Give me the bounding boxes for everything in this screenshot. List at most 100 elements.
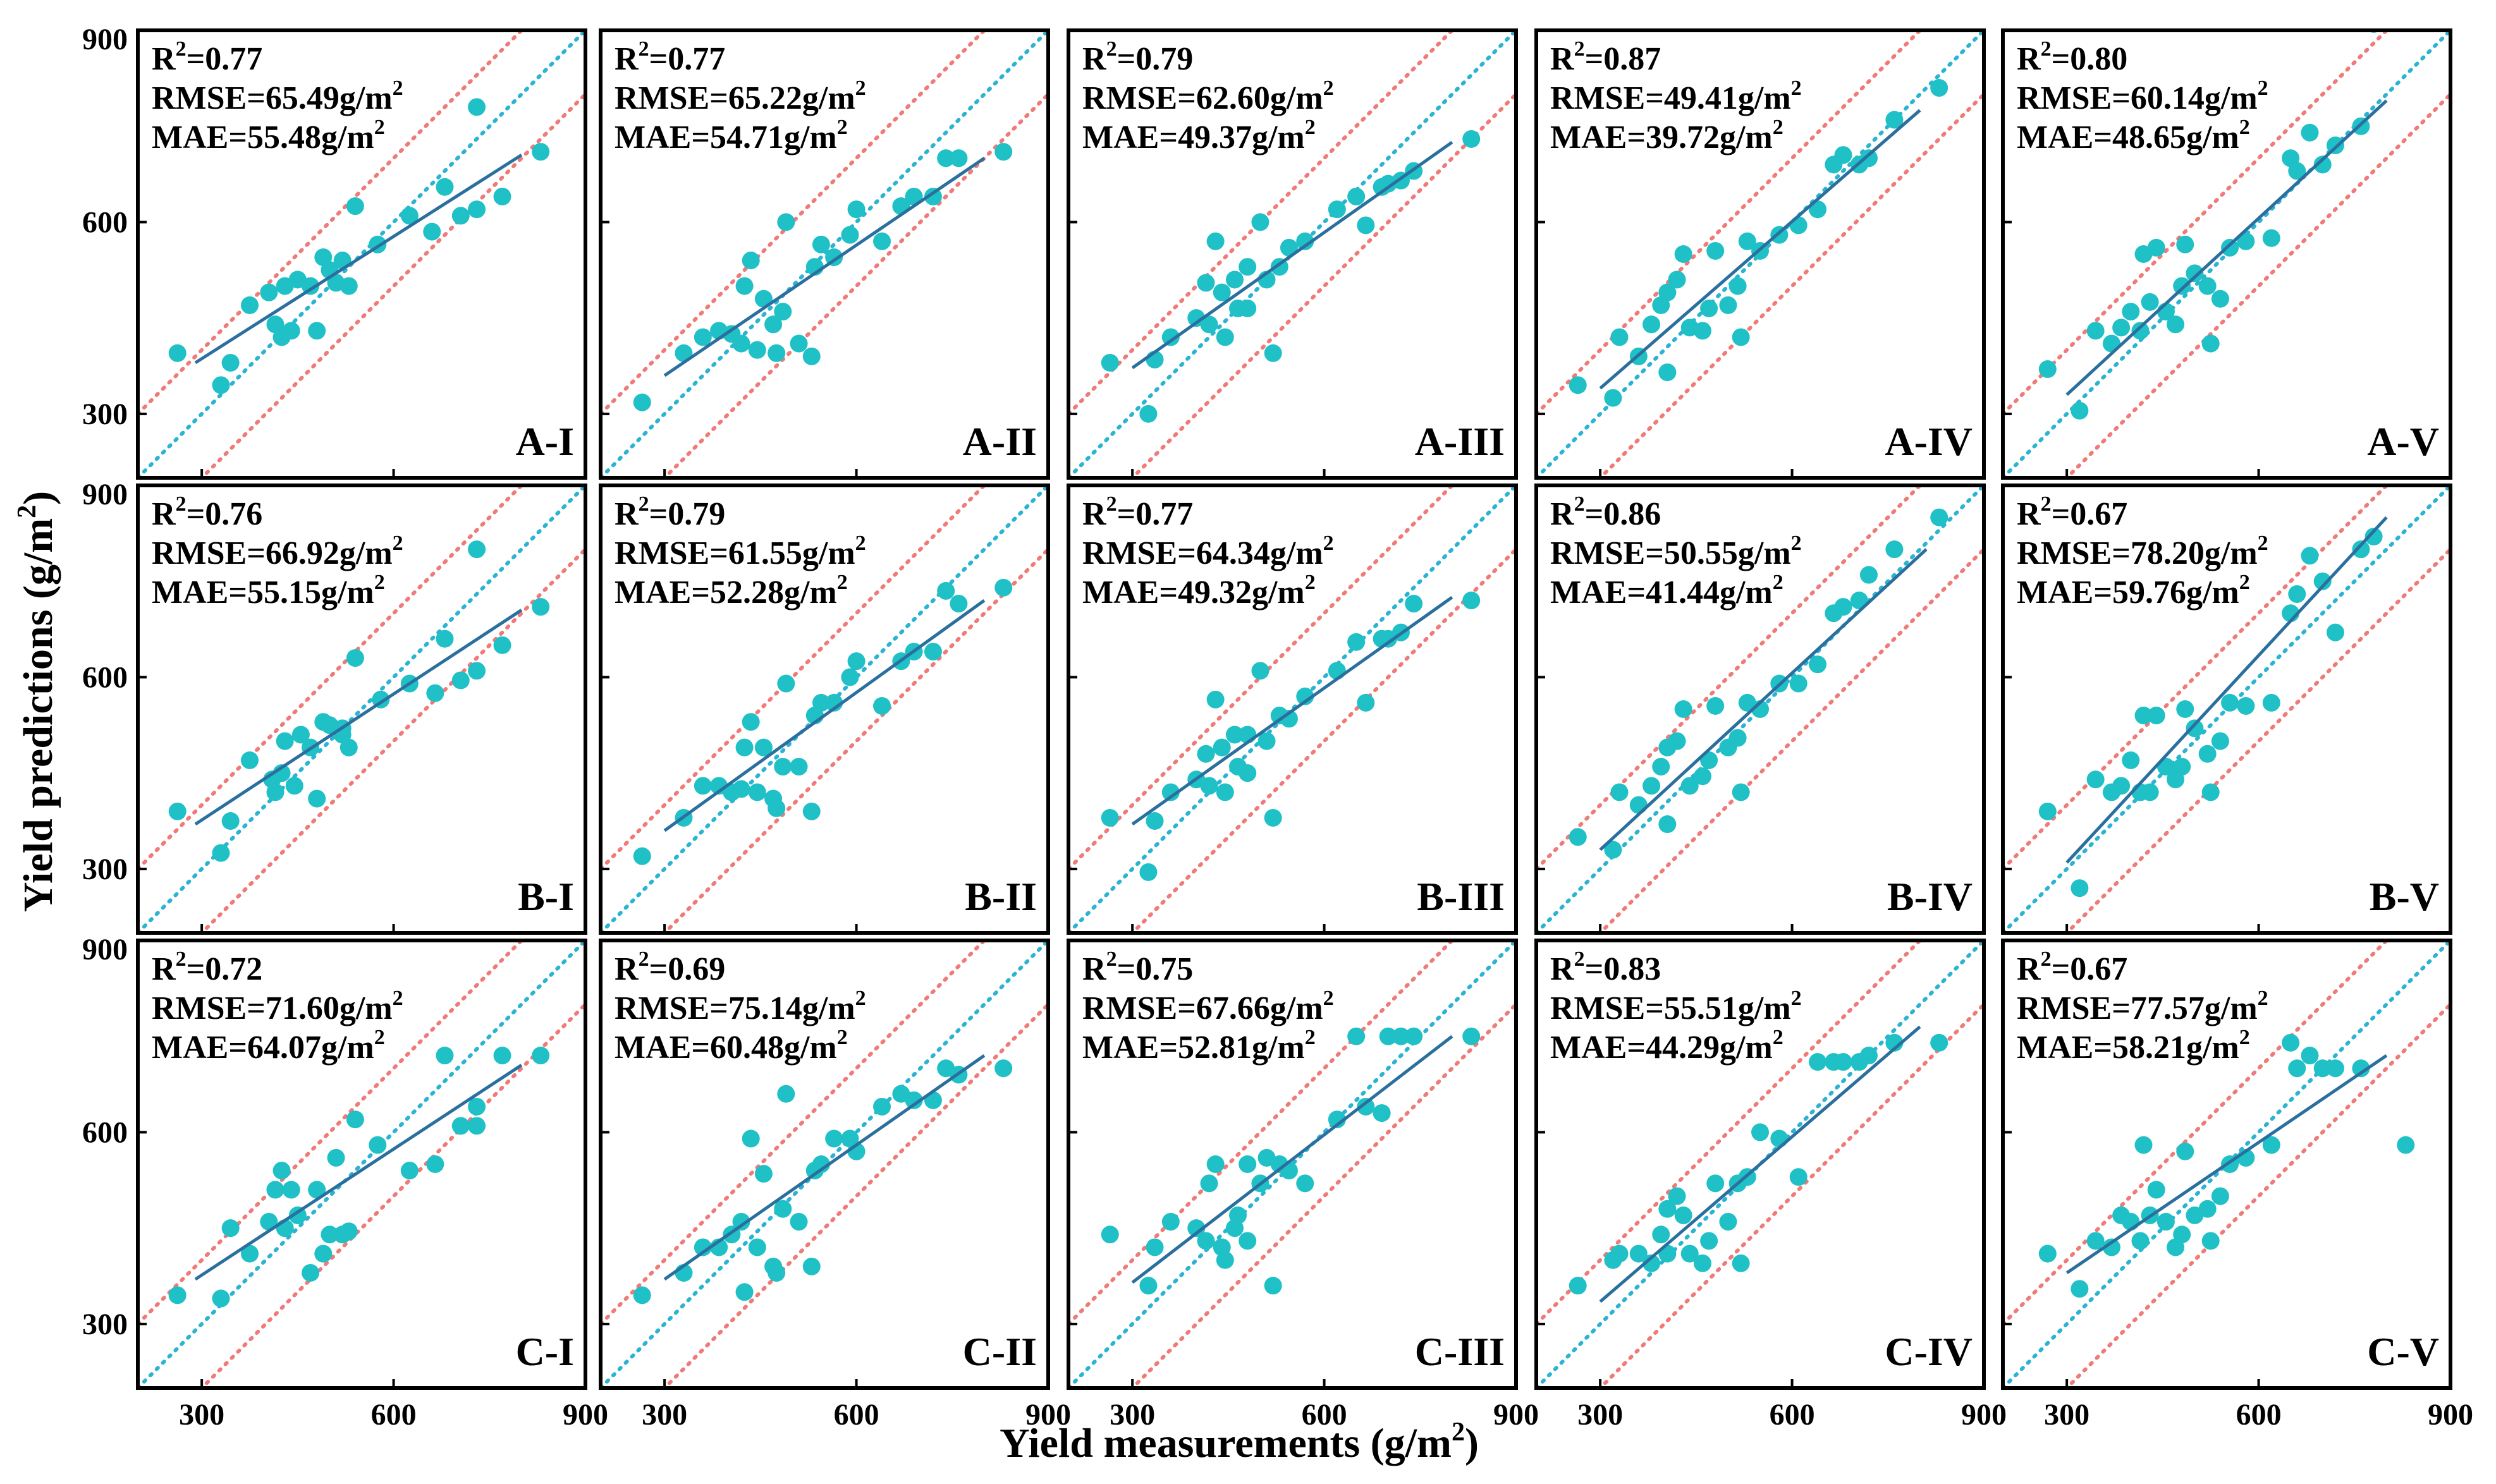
- mae-text: MAE=49.37g/m: [1082, 119, 1305, 155]
- r2-sup: 2: [1574, 492, 1585, 516]
- data-point: [426, 684, 444, 702]
- data-point: [950, 595, 968, 613]
- y-tick-label: 300: [82, 398, 128, 431]
- data-point: [694, 328, 712, 346]
- data-point: [790, 758, 808, 776]
- data-point: [1693, 1254, 1711, 1272]
- lower-band-line: [199, 547, 585, 933]
- data-point: [1652, 758, 1670, 776]
- data-point: [1732, 783, 1750, 801]
- rmse-text: RMSE=55.51g/m: [1550, 990, 1791, 1026]
- x-tick-label: 300: [642, 1398, 687, 1432]
- r2-value: =0.77: [187, 41, 263, 77]
- lower-band-line: [2064, 547, 2450, 933]
- data-point: [2237, 232, 2255, 250]
- y-tick-label: 300: [82, 1308, 128, 1341]
- data-point: [825, 1129, 843, 1148]
- mae-text: MAE=48.65g/m: [2017, 119, 2239, 155]
- regression-line: [1599, 548, 1928, 851]
- y-tick-label: 600: [82, 660, 128, 694]
- data-point: [1930, 79, 1948, 97]
- data-point: [1146, 1238, 1164, 1256]
- plot-area: [1536, 485, 1984, 933]
- data-point: [1197, 745, 1215, 763]
- data-point: [272, 1162, 291, 1180]
- data-point: [1706, 1174, 1725, 1193]
- x-tick-label: 600: [834, 1398, 879, 1432]
- data-point: [308, 1181, 326, 1199]
- data-point: [221, 812, 240, 830]
- data-point: [423, 222, 441, 241]
- data-point: [2186, 264, 2204, 283]
- stats-mae: MAE=54.71g/m2: [615, 116, 848, 155]
- data-point: [1161, 1213, 1180, 1231]
- data-point: [1225, 726, 1244, 744]
- data-point: [468, 200, 486, 219]
- data-point: [774, 1200, 792, 1218]
- mae-sup: 2: [2239, 571, 2250, 594]
- plot-area: [1068, 940, 1516, 1388]
- mae-sup: 2: [837, 116, 848, 139]
- data-point: [266, 783, 284, 801]
- r2-sup: 2: [639, 947, 649, 971]
- regression-line: [2065, 1054, 2388, 1275]
- data-point: [1462, 1027, 1481, 1045]
- stats-mae: MAE=49.32g/m2: [1082, 571, 1316, 611]
- mae-sup: 2: [2239, 1026, 2250, 1049]
- data-point: [2301, 547, 2319, 565]
- r2-sup: 2: [639, 37, 649, 61]
- data-point: [2038, 360, 2057, 379]
- data-point: [1658, 1200, 1677, 1218]
- data-point: [451, 207, 470, 225]
- r2-value: =0.72: [187, 951, 263, 987]
- plot-area: [601, 940, 1048, 1388]
- panel-frame: [136, 939, 587, 1390]
- stats-rmse: RMSE=65.22g/m2: [615, 76, 866, 116]
- data-point: [1216, 783, 1234, 801]
- data-point: [291, 726, 310, 744]
- data-point: [812, 1155, 830, 1173]
- data-point: [1700, 751, 1718, 769]
- one-to-one-line: [1536, 940, 1984, 1388]
- rmse-text: RMSE=71.60g/m: [152, 990, 393, 1026]
- regression-line: [663, 1054, 986, 1281]
- regression-line: [663, 599, 986, 832]
- data-point: [1658, 815, 1677, 834]
- data-point: [1213, 283, 1231, 301]
- lower-band-line: [199, 1002, 585, 1388]
- stats-r2: R2=0.83: [1550, 947, 1661, 987]
- r2-sup: 2: [1106, 492, 1117, 516]
- data-point: [2141, 293, 2159, 311]
- plot-area: [2003, 485, 2450, 933]
- lower-band-line: [661, 1002, 1048, 1388]
- data-point: [1732, 1254, 1750, 1272]
- data-point: [802, 802, 821, 820]
- data-point: [302, 1263, 320, 1282]
- stats-r2: R2=0.87: [1550, 37, 1661, 77]
- data-point: [2176, 1142, 2194, 1160]
- y-tick-label: 900: [82, 23, 128, 56]
- lower-band-line: [1129, 1002, 1516, 1388]
- plot-area: [601, 30, 1048, 478]
- data-point: [2141, 783, 2159, 801]
- data-point: [1161, 328, 1180, 346]
- r2-sup: 2: [639, 492, 649, 516]
- rmse-text: RMSE=60.14g/m: [2017, 80, 2258, 116]
- data-point: [754, 1165, 773, 1183]
- plot-area: [1068, 485, 1516, 933]
- x-axis-title: Yield measurements (g/m2): [1000, 1418, 1479, 1466]
- r2-value: =0.67: [2052, 951, 2128, 987]
- panel-label: C-III: [1415, 1329, 1505, 1374]
- one-to-one-line: [1068, 940, 1516, 1388]
- data-point: [1296, 1174, 1314, 1193]
- data-point: [2173, 277, 2191, 295]
- stats-r2: R2=0.86: [1550, 492, 1661, 532]
- data-point: [1643, 1254, 1661, 1272]
- data-point: [369, 1136, 387, 1154]
- data-point: [1885, 540, 1904, 559]
- data-point: [2131, 1232, 2150, 1250]
- stats-mae: MAE=64.07g/m2: [152, 1026, 385, 1066]
- data-point: [2364, 527, 2383, 545]
